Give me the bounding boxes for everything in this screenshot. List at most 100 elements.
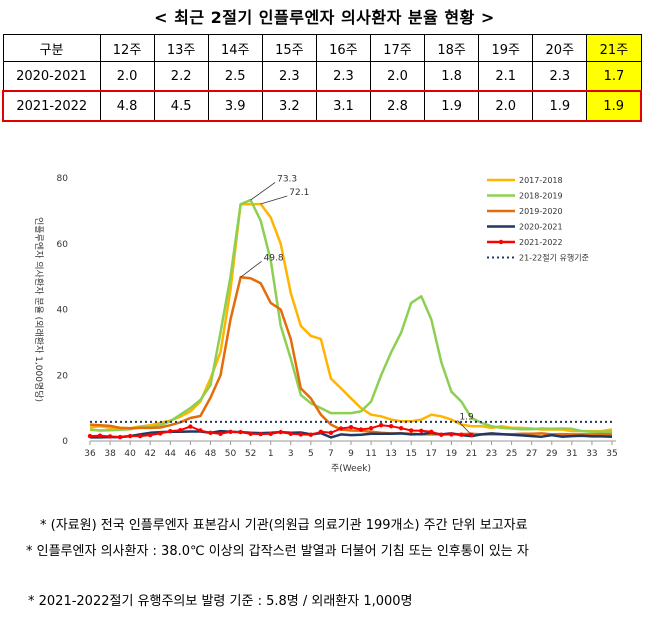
ili-line-chart: 0 20 40 60 80 36 38 40 42 44 46 48 50 52 1 3 5 7 9 11 13 15 17… <box>0 160 649 495</box>
series-point-2021-2022 <box>218 431 223 436</box>
x-tick-label: 31 <box>566 449 577 459</box>
series-point-2021-2022 <box>439 432 444 437</box>
table-header-week: 12주 <box>99 34 155 62</box>
table-cell: 1.9 <box>532 90 588 122</box>
x-tick-label: 15 <box>406 449 417 459</box>
table-header-week-current: 21주 <box>586 34 642 62</box>
legend-label: 2020-2021 <box>519 223 563 232</box>
series-point-2021-2022 <box>348 424 354 430</box>
y-tick-label: 20 <box>57 371 69 381</box>
footnote-threshold: * 2021-2022절기 유행주의보 발령 기준 : 5.8명 / 외래환자 … <box>28 594 413 609</box>
x-tick-label: 42 <box>145 449 156 459</box>
table-header-week: 18주 <box>424 34 480 62</box>
annotation-leader <box>260 195 288 205</box>
annotation-label: 72.1 <box>289 188 309 198</box>
series-point-2021-2022 <box>87 433 93 439</box>
x-tick-label: 13 <box>385 449 396 459</box>
annotation-leader <box>240 260 262 278</box>
table-cell: 2.2 <box>153 61 209 92</box>
x-tick-label: 25 <box>506 449 517 459</box>
series-line-2018-2019 <box>89 198 612 434</box>
table-cell: 2.0 <box>99 61 155 92</box>
table-header-week: 15주 <box>261 34 317 62</box>
table-header-week: 19주 <box>478 34 534 62</box>
table-header-row: 구분 12주 13주 14주 15주 16주 17주 18주 19주 20주 2… <box>2 34 642 62</box>
annotation-label: 1.9 <box>459 412 474 422</box>
x-tick-label: 36 <box>84 449 96 459</box>
series-point-2021-2022 <box>338 426 344 431</box>
series-point-2021-2022 <box>419 428 424 434</box>
table-row-highlighted: 2021-2022 4.8 4.5 3.9 3.2 3.1 2.8 1.9 2.… <box>2 90 643 122</box>
annotation-label: 73.3 <box>277 174 297 184</box>
x-tick-label: 44 <box>165 449 177 459</box>
table-header-week: 13주 <box>153 34 209 62</box>
x-tick-label: 50 <box>225 449 237 459</box>
series-point-2021-2022 <box>298 432 304 437</box>
series-point-2021-2022 <box>368 425 374 431</box>
series-point-2021-2022 <box>459 432 464 437</box>
y-tick-label: 60 <box>57 240 69 250</box>
series-point-2021-2022 <box>188 424 193 429</box>
table-header-week: 14주 <box>207 34 263 62</box>
series-point-2021-2022 <box>449 432 454 437</box>
x-tick-label: 3 <box>288 449 294 459</box>
y-tick-label: 0 <box>62 437 68 447</box>
series-point-2021-2022 <box>238 429 243 435</box>
table-row: 2020-2021 2.0 2.2 2.5 2.3 2.3 2.0 1.8 2.… <box>2 61 642 92</box>
table-header-week: 17주 <box>369 34 426 62</box>
x-tick-label: 11 <box>365 449 376 459</box>
table-cell: 4.8 <box>99 90 155 122</box>
table-cell: 4.5 <box>153 90 209 122</box>
page-title: < 최근 2절기 인플루엔자 의사환자 분율 현황 > <box>154 8 495 27</box>
table-cell: 2.1 <box>478 61 534 92</box>
x-tick-label: 5 <box>308 449 314 459</box>
series-point-2021-2022 <box>178 427 183 433</box>
legend-label: 21-22절기 유행기준 <box>519 253 589 263</box>
series-point-2021-2022 <box>117 434 123 440</box>
series-point-2021-2022 <box>208 430 213 435</box>
series-point-2021-2022 <box>137 433 143 439</box>
legend-label: 2019-2020 <box>519 207 563 216</box>
footnote-source: * (자료원) 전국 인플루엔자 표본감시 기관(의원급 의료기관 199개소)… <box>40 518 528 533</box>
table-row-label: 2021-2022 <box>2 90 101 122</box>
x-tick-label: 9 <box>348 449 354 459</box>
y-tick-label: 40 <box>57 306 69 316</box>
x-tick-label: 40 <box>124 449 136 459</box>
series-point-2021-2022 <box>258 431 263 437</box>
series-point-2021-2022 <box>168 428 173 434</box>
table-cell: 2.0 <box>369 61 426 92</box>
x-axis-title: 주(Week) <box>331 463 371 474</box>
series-point-2021-2022 <box>278 429 283 435</box>
series-point-2021-2022 <box>148 432 153 438</box>
x-tick-label: 48 <box>205 449 217 459</box>
x-tick-label: 7 <box>328 449 334 459</box>
series-point-2021-2022 <box>308 432 314 437</box>
table-cell-current: 1.9 <box>586 90 643 122</box>
table-header-week: 20주 <box>532 34 588 62</box>
series-point-2021-2022 <box>288 431 293 436</box>
table-cell: 2.0 <box>478 90 534 122</box>
series-point-2021-2022 <box>318 429 324 434</box>
table-cell-current: 1.7 <box>586 61 642 92</box>
table-cell: 2.3 <box>532 61 588 92</box>
table-cell: 3.1 <box>315 90 371 122</box>
legend-label: 2018-2019 <box>519 192 563 201</box>
table-cell: 3.9 <box>207 90 263 122</box>
x-tick-label: 46 <box>185 449 197 459</box>
x-tick-label: 29 <box>546 449 558 459</box>
x-tick-label: 38 <box>104 449 116 459</box>
x-tick-label: 23 <box>486 449 497 459</box>
series-point-2021-2022 <box>97 433 103 438</box>
series-point-2021-2022 <box>388 424 394 429</box>
table-header-label: 구분 <box>2 34 101 62</box>
table-cell: 1.8 <box>424 61 480 92</box>
series-point-2021-2022 <box>429 429 434 434</box>
legend-swatch-marker <box>498 239 504 245</box>
table-cell: 2.3 <box>315 61 371 92</box>
annotation-leader <box>250 182 276 201</box>
series-point-2021-2022 <box>228 429 233 434</box>
annotation-leader <box>457 420 472 436</box>
series-point-2021-2022 <box>198 428 203 433</box>
x-tick-label: 27 <box>526 449 537 459</box>
